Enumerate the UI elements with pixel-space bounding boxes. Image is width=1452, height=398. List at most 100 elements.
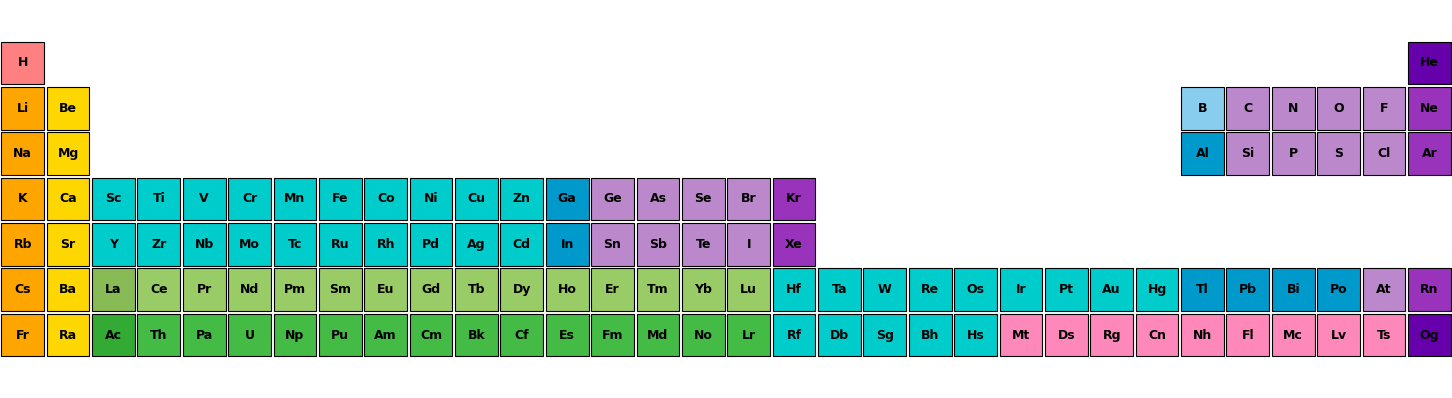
Bar <box>1362 132 1406 175</box>
Bar <box>1180 87 1224 130</box>
Bar <box>999 268 1043 311</box>
Bar <box>454 223 498 266</box>
Text: Ir: Ir <box>1015 283 1027 296</box>
Bar <box>1045 268 1088 311</box>
Text: Mc: Mc <box>1284 329 1302 341</box>
Bar <box>454 268 498 311</box>
Text: Ce: Ce <box>150 283 167 296</box>
Bar <box>364 178 407 220</box>
Text: At: At <box>1376 283 1391 296</box>
Bar <box>1227 87 1269 130</box>
Text: La: La <box>105 283 122 296</box>
Bar <box>46 268 90 311</box>
Bar <box>1317 87 1361 130</box>
Bar <box>273 268 317 311</box>
Bar <box>1180 314 1224 357</box>
Text: N: N <box>1288 102 1298 115</box>
Bar <box>1362 268 1406 311</box>
Bar <box>409 178 453 220</box>
Bar <box>817 314 861 357</box>
Text: Al: Al <box>1195 147 1210 160</box>
Text: Pt: Pt <box>1059 283 1074 296</box>
Text: Lv: Lv <box>1330 329 1346 341</box>
Text: V: V <box>199 193 209 205</box>
Bar <box>501 268 543 311</box>
Bar <box>183 314 225 357</box>
Bar <box>636 314 680 357</box>
Text: Sb: Sb <box>649 238 666 251</box>
Bar <box>364 314 407 357</box>
Text: Nb: Nb <box>195 238 213 251</box>
Text: Np: Np <box>285 329 305 341</box>
Bar <box>636 268 680 311</box>
Text: Na: Na <box>13 147 32 160</box>
Text: Db: Db <box>831 329 849 341</box>
Bar <box>364 268 407 311</box>
Bar <box>636 223 680 266</box>
Bar <box>138 223 180 266</box>
Text: Y: Y <box>109 238 118 251</box>
Bar <box>1317 314 1361 357</box>
Bar <box>273 223 317 266</box>
Bar <box>138 314 180 357</box>
Text: Te: Te <box>696 238 711 251</box>
Bar <box>501 223 543 266</box>
Bar <box>91 314 135 357</box>
Text: Ds: Ds <box>1057 329 1074 341</box>
Text: Pm: Pm <box>285 283 306 296</box>
Bar <box>1272 268 1314 311</box>
Text: Fe: Fe <box>333 193 348 205</box>
Text: Au: Au <box>1102 283 1121 296</box>
Text: Ts: Ts <box>1376 329 1391 341</box>
Text: Po: Po <box>1330 283 1347 296</box>
Bar <box>454 314 498 357</box>
Bar <box>1408 268 1451 311</box>
Bar <box>319 268 362 311</box>
Bar <box>727 223 770 266</box>
Text: Re: Re <box>921 283 939 296</box>
Text: C: C <box>1243 102 1253 115</box>
Text: Mg: Mg <box>58 147 78 160</box>
Text: Ni: Ni <box>424 193 439 205</box>
Text: Cn: Cn <box>1149 329 1166 341</box>
Text: Es: Es <box>559 329 575 341</box>
Bar <box>91 223 135 266</box>
Bar <box>1 268 44 311</box>
Bar <box>319 178 362 220</box>
Bar <box>228 223 272 266</box>
Text: Rn: Rn <box>1420 283 1439 296</box>
Text: Ar: Ar <box>1422 147 1437 160</box>
Bar <box>228 314 272 357</box>
Bar <box>636 178 680 220</box>
Text: Ag: Ag <box>468 238 485 251</box>
Bar <box>46 87 90 130</box>
Bar <box>1 178 44 220</box>
Bar <box>409 314 453 357</box>
Bar <box>1180 132 1224 175</box>
Bar <box>183 268 225 311</box>
Text: Hs: Hs <box>967 329 984 341</box>
Text: Li: Li <box>16 102 29 115</box>
Bar <box>591 178 635 220</box>
Text: In: In <box>560 238 574 251</box>
Text: Mn: Mn <box>285 193 305 205</box>
Text: Co: Co <box>378 193 395 205</box>
Text: Rg: Rg <box>1102 329 1121 341</box>
Bar <box>319 223 362 266</box>
Bar <box>772 314 816 357</box>
Text: Kr: Kr <box>786 193 802 205</box>
Bar <box>954 314 998 357</box>
Text: Cl: Cl <box>1378 147 1391 160</box>
Text: Am: Am <box>375 329 396 341</box>
Text: Fm: Fm <box>601 329 623 341</box>
Bar <box>1408 87 1451 130</box>
Bar <box>138 178 180 220</box>
Text: Pa: Pa <box>196 329 213 341</box>
Bar <box>1408 132 1451 175</box>
Text: Pd: Pd <box>423 238 440 251</box>
Text: Ti: Ti <box>152 193 166 205</box>
Bar <box>183 223 225 266</box>
Text: Th: Th <box>150 329 167 341</box>
Bar <box>864 268 906 311</box>
Text: K: K <box>17 193 28 205</box>
